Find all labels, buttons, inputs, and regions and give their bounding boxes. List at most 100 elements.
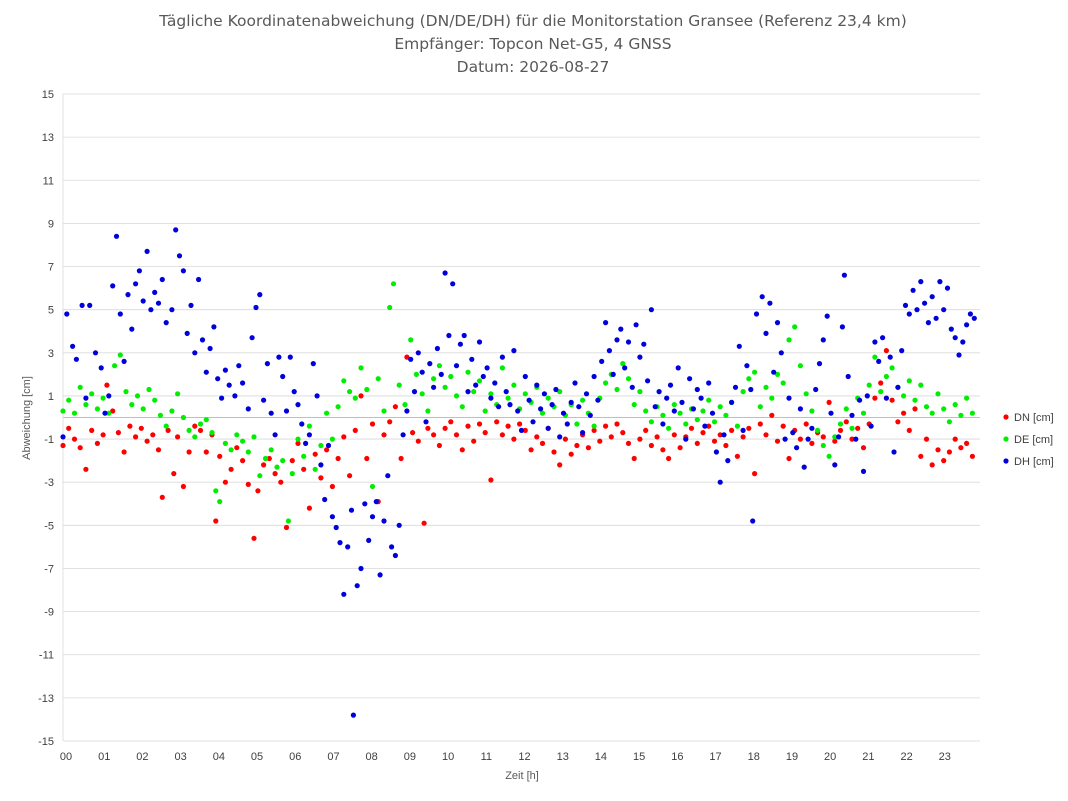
- data-point: [369, 483, 376, 490]
- data-point: [937, 279, 943, 285]
- y-axis-label: Abweichung [cm]: [21, 376, 33, 460]
- data-point: [186, 449, 192, 455]
- data-point: [576, 404, 582, 410]
- data-point: [115, 430, 121, 436]
- data-point: [599, 358, 605, 364]
- data-point: [87, 302, 93, 308]
- data-point: [196, 276, 202, 283]
- data-point: [366, 537, 372, 544]
- data-point: [706, 380, 712, 386]
- data-point: [175, 434, 181, 440]
- data-point: [251, 434, 257, 440]
- data-point: [518, 427, 525, 433]
- data-point: [864, 393, 870, 399]
- data-point: [140, 298, 146, 304]
- data-point: [171, 471, 177, 477]
- data-point: [129, 402, 135, 408]
- data-point: [280, 458, 286, 464]
- data-point: [528, 447, 534, 453]
- data-point: [803, 391, 809, 397]
- data-point: [404, 408, 410, 414]
- data-point: [347, 389, 353, 395]
- data-point: [448, 373, 454, 380]
- data-point: [60, 442, 66, 449]
- data-point: [666, 455, 672, 462]
- data-point: [952, 402, 958, 408]
- data-point: [402, 402, 408, 408]
- data-point: [960, 339, 966, 345]
- data-point: [603, 380, 609, 386]
- data-point: [780, 380, 786, 386]
- data-point: [849, 425, 855, 431]
- data-point: [786, 455, 792, 462]
- data-point: [419, 391, 425, 397]
- data-point: [782, 436, 788, 442]
- x-tick-label: 23: [939, 751, 951, 763]
- data-point: [687, 376, 693, 382]
- data-point: [261, 462, 267, 468]
- data-point: [398, 455, 404, 462]
- data-point: [488, 391, 494, 397]
- data-point: [698, 395, 704, 401]
- data-point: [381, 432, 387, 438]
- data-point: [925, 320, 932, 326]
- data-point: [123, 389, 129, 395]
- data-point: [134, 393, 141, 399]
- data-point: [878, 389, 884, 395]
- data-point: [140, 406, 146, 412]
- data-point: [312, 466, 318, 472]
- y-tick-label: 1: [48, 391, 54, 403]
- data-point: [591, 373, 597, 380]
- data-point: [358, 565, 364, 572]
- data-point: [347, 473, 353, 479]
- data-point: [354, 583, 360, 589]
- data-point: [522, 427, 528, 433]
- data-point: [350, 712, 356, 718]
- data-point: [717, 404, 723, 410]
- data-point: [585, 445, 592, 451]
- data-point: [465, 369, 471, 375]
- data-point: [944, 285, 951, 291]
- data-point: [557, 434, 563, 440]
- data-point: [700, 408, 706, 414]
- x-tick-label: 17: [709, 751, 721, 763]
- data-point: [671, 402, 677, 408]
- data-point: [476, 339, 483, 345]
- data-point: [287, 354, 293, 360]
- data-point: [163, 320, 169, 326]
- data-point: [184, 330, 190, 336]
- data-point: [637, 436, 643, 442]
- data-point: [857, 397, 863, 403]
- data-point: [389, 544, 395, 550]
- x-tick-label: 07: [327, 751, 339, 763]
- data-point: [110, 283, 116, 289]
- data-point: [369, 421, 376, 427]
- data-point: [266, 455, 272, 462]
- data-point: [845, 373, 851, 380]
- data-point: [410, 430, 416, 436]
- data-point: [492, 380, 498, 386]
- x-tick-label: 06: [289, 751, 301, 763]
- data-point: [918, 453, 924, 459]
- data-point: [723, 442, 729, 449]
- data-point: [763, 432, 769, 438]
- data-point: [750, 518, 756, 524]
- data-point: [849, 412, 855, 418]
- data-point: [299, 421, 305, 427]
- y-tick-label: -11: [39, 650, 54, 662]
- data-point: [60, 434, 66, 440]
- data-point: [843, 406, 849, 412]
- data-point: [883, 395, 890, 401]
- x-tick-label: 03: [175, 751, 187, 763]
- data-point: [952, 436, 958, 442]
- data-point: [129, 326, 135, 332]
- data-point: [226, 382, 232, 388]
- data-point: [757, 421, 763, 427]
- data-point: [522, 391, 528, 397]
- data-point: [675, 365, 681, 371]
- data-point: [222, 440, 228, 446]
- data-point: [820, 442, 826, 449]
- data-point: [70, 343, 76, 349]
- data-point: [767, 300, 773, 306]
- data-point: [222, 479, 228, 485]
